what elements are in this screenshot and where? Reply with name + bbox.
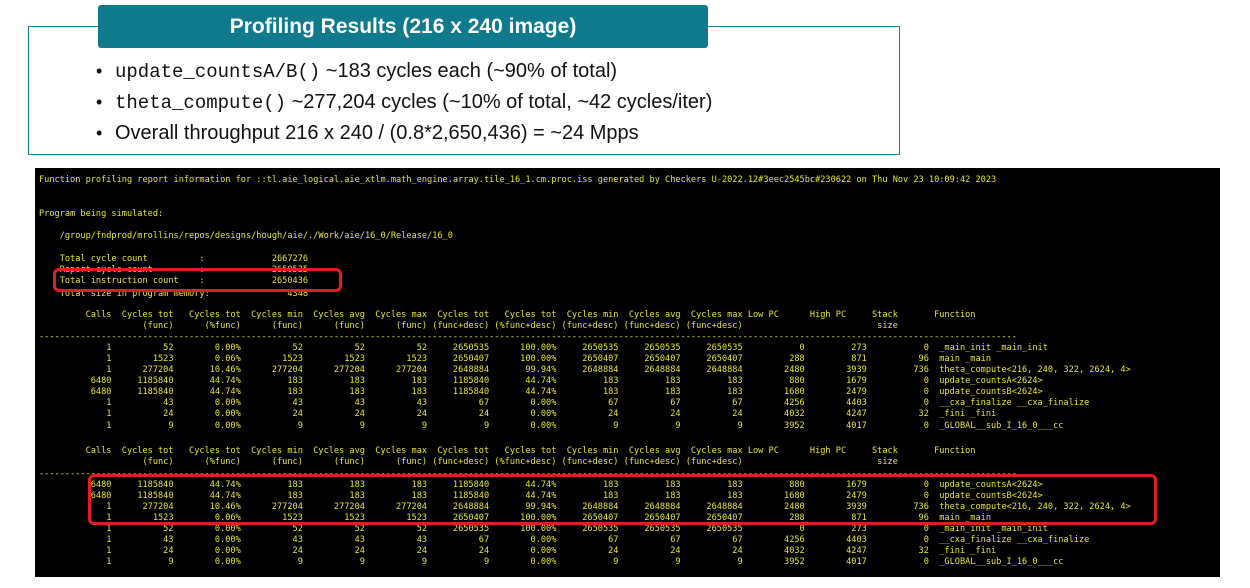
terminal-line: 1 24 0.00% 24 24 24 24 0.00% 24 24 24 40… bbox=[39, 409, 997, 419]
terminal-line: 6480 1185840 44.74% 183 183 183 1185840 … bbox=[39, 480, 1043, 490]
highlight-sorted-rows bbox=[88, 474, 1157, 525]
slide-title: Profiling Results (216 x 240 image) bbox=[98, 5, 708, 48]
bullet-icon: • bbox=[96, 61, 103, 81]
bullet-text: ~183 cycles each (~90% of total) bbox=[320, 60, 618, 82]
bullet-text: ~277,204 cycles (~10% of total, ~42 cycl… bbox=[286, 91, 713, 113]
terminal-line: Total size in program memory: 4348 bbox=[39, 289, 309, 299]
bullet-icon: • bbox=[96, 123, 103, 143]
bullet-item: • theta_compute() ~277,204 cycles (~10% o… bbox=[96, 88, 712, 119]
terminal-line: 1 9 0.00% 9 9 9 9 0.00% 9 9 9 3952 4017 … bbox=[39, 557, 1064, 567]
terminal-line: Program being simulated: bbox=[39, 209, 164, 219]
highlight-total-instruction bbox=[53, 268, 342, 292]
terminal-line: 1 52 0.00% 52 52 52 2650535 100.00% 2650… bbox=[39, 343, 1048, 353]
bullet-code: theta_compute() bbox=[115, 92, 287, 114]
terminal-line: 1 1523 0.06% 1523 1523 1523 2650407 100.… bbox=[39, 354, 991, 364]
terminal-line: 1 277204 10.46% 277204 277204 277204 264… bbox=[39, 502, 1131, 512]
terminal-line: Calls Cycles tot Cycles tot Cycles min C… bbox=[39, 446, 976, 456]
terminal-line: 1 52 0.00% 52 52 52 2650535 100.00% 2650… bbox=[39, 524, 1048, 534]
bullet-list: • update_countsA/B() ~183 cycles each (~9… bbox=[96, 57, 712, 150]
bullet-code: update_countsA/B() bbox=[115, 61, 321, 83]
bullet-text: Overall throughput 216 x 240 / (0.8*2,65… bbox=[115, 122, 639, 144]
terminal-line: Total instruction count : 2650436 bbox=[39, 276, 309, 286]
terminal-line: 1 1523 0.06% 1523 1523 1523 2650407 100.… bbox=[39, 513, 991, 523]
terminal-line: (func) (%func) (func) (func) (func) (fun… bbox=[39, 457, 898, 467]
terminal-line: (func) (%func) (func) (func) (func) (fun… bbox=[39, 321, 898, 331]
terminal-line: 6480 1185840 44.74% 183 183 183 1185840 … bbox=[39, 387, 1043, 397]
bullet-item: • Overall throughput 216 x 240 / (0.8*2,6… bbox=[96, 119, 712, 150]
terminal-line: 1 277204 10.46% 277204 277204 277204 264… bbox=[39, 365, 1131, 375]
terminal-line: 6480 1185840 44.74% 183 183 183 1185840 … bbox=[39, 376, 1043, 386]
terminal-line: /group/fndprod/mrollins/repos/designs/ho… bbox=[39, 231, 453, 241]
terminal-line: 1 43 0.00% 43 43 43 67 0.00% 67 67 67 42… bbox=[39, 398, 1090, 408]
terminal-line: Function profiling report information fo… bbox=[39, 175, 997, 185]
terminal-line: ----------------------------------------… bbox=[39, 332, 1017, 342]
bullet-icon: • bbox=[96, 92, 103, 112]
terminal-line: 1 9 0.00% 9 9 9 9 0.00% 9 9 9 3952 4017 … bbox=[39, 421, 1064, 431]
terminal-line: 1 43 0.00% 43 43 43 67 0.00% 67 67 67 42… bbox=[39, 535, 1090, 545]
terminal-line: 6480 1185840 44.74% 183 183 183 1185840 … bbox=[39, 491, 1043, 501]
terminal-line: 1 24 0.00% 24 24 24 24 0.00% 24 24 24 40… bbox=[39, 546, 997, 556]
profiling-terminal: Function profiling report information fo… bbox=[35, 168, 1220, 577]
terminal-line: Total cycle count : 2667276 bbox=[39, 254, 309, 264]
terminal-line: Calls Cycles tot Cycles tot Cycles min C… bbox=[39, 310, 976, 320]
bullet-item: • update_countsA/B() ~183 cycles each (~9… bbox=[96, 57, 712, 88]
